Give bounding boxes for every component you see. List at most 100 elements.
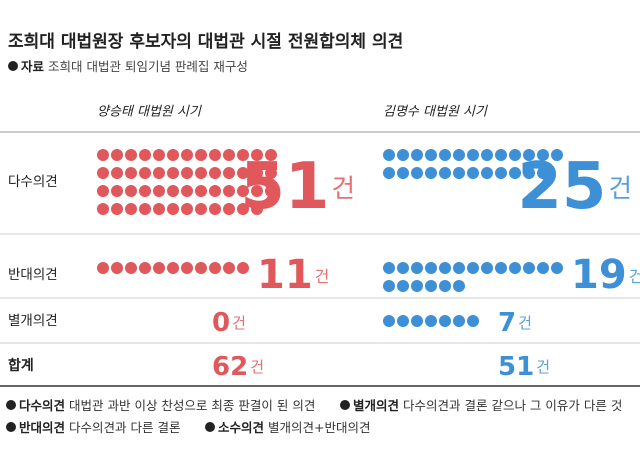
dot bbox=[481, 167, 493, 179]
value-text: 11 건 bbox=[257, 252, 329, 298]
dot bbox=[397, 315, 409, 327]
note: 다수의견 대법관 과반 이상 찬성으로 최종 판결이 된 의견 bbox=[19, 398, 315, 413]
dot bbox=[223, 262, 235, 274]
dot bbox=[97, 185, 109, 197]
dot bbox=[251, 203, 263, 215]
dot bbox=[383, 280, 395, 292]
note-term: 다수의견 bbox=[19, 398, 65, 413]
dot bbox=[397, 149, 409, 161]
dot bbox=[125, 185, 137, 197]
bullet bbox=[205, 422, 215, 432]
dot bbox=[223, 185, 235, 197]
dot bbox=[439, 315, 451, 327]
dot bbox=[97, 149, 109, 161]
value-label: 51 bbox=[240, 150, 329, 224]
dot bbox=[251, 149, 263, 161]
dot bbox=[139, 149, 151, 161]
dot bbox=[397, 167, 409, 179]
unit: 건 bbox=[629, 267, 640, 286]
dot bbox=[453, 315, 465, 327]
note-text: 대법관 과반 이상 찬성으로 최종 판결이 된 의견 bbox=[69, 398, 315, 413]
dot bbox=[495, 149, 507, 161]
dot bbox=[195, 262, 207, 274]
dot bbox=[195, 185, 207, 197]
value-label: 62 bbox=[212, 352, 248, 382]
dot bbox=[209, 149, 221, 161]
dot bbox=[453, 280, 465, 292]
dot bbox=[537, 149, 549, 161]
dot bbox=[481, 262, 493, 274]
source-text: 조희대 대법관 퇴임기념 판례집 재구성 bbox=[48, 59, 248, 74]
dot bbox=[153, 262, 165, 274]
value-label: 11 bbox=[257, 252, 313, 298]
dot bbox=[383, 262, 395, 274]
dot bbox=[397, 262, 409, 274]
dot bbox=[411, 315, 423, 327]
dot bbox=[223, 203, 235, 215]
note-term: 소수의견 bbox=[218, 420, 264, 435]
note-text: 다수의견과 다른 결론 bbox=[69, 420, 180, 435]
dot bbox=[411, 262, 423, 274]
dot bbox=[111, 203, 123, 215]
dot bbox=[181, 262, 193, 274]
dot bbox=[537, 262, 549, 274]
unit: 건 bbox=[315, 267, 330, 286]
dot bbox=[439, 262, 451, 274]
dot bbox=[265, 185, 277, 197]
dot bbox=[481, 149, 493, 161]
dot bbox=[467, 262, 479, 274]
value-label: 0 bbox=[212, 308, 230, 338]
dot bbox=[439, 280, 451, 292]
note: 소수의견 별개의견+반대의견 bbox=[218, 420, 371, 435]
source: 자료 조희대 대법관 퇴임기념 판례집 재구성 bbox=[21, 59, 248, 74]
dot bbox=[509, 167, 521, 179]
dot bbox=[153, 185, 165, 197]
unit: 건 bbox=[331, 174, 355, 204]
dot bbox=[509, 262, 521, 274]
dot bbox=[411, 280, 423, 292]
dot bbox=[139, 203, 151, 215]
dot bbox=[551, 149, 563, 161]
dot bbox=[237, 262, 249, 274]
bullet bbox=[340, 400, 350, 410]
dot bbox=[265, 149, 277, 161]
dot bbox=[167, 203, 179, 215]
dot bbox=[125, 203, 137, 215]
dot bbox=[467, 149, 479, 161]
dot bbox=[383, 315, 395, 327]
dot bbox=[237, 149, 249, 161]
dot bbox=[97, 167, 109, 179]
dot bbox=[425, 167, 437, 179]
total-label: 합계 bbox=[8, 357, 34, 374]
dot bbox=[195, 149, 207, 161]
dot bbox=[495, 262, 507, 274]
value-label: 25 bbox=[517, 150, 606, 224]
dot bbox=[209, 203, 221, 215]
unit: 건 bbox=[232, 314, 246, 332]
dot bbox=[523, 149, 535, 161]
value-text: 19 건 bbox=[571, 252, 640, 298]
note-text: 별개의견+반대의견 bbox=[268, 420, 370, 435]
dot bbox=[125, 262, 137, 274]
dot bbox=[111, 149, 123, 161]
dot bbox=[383, 167, 395, 179]
note-term: 별개의견 bbox=[353, 398, 399, 413]
bullet bbox=[6, 400, 16, 410]
dot bbox=[139, 167, 151, 179]
dot bbox=[167, 262, 179, 274]
value-label: 19 bbox=[571, 252, 627, 298]
dot bbox=[97, 203, 109, 215]
dot bbox=[209, 167, 221, 179]
dot bbox=[425, 149, 437, 161]
row-label: 다수의견 bbox=[8, 174, 58, 190]
unit: 건 bbox=[536, 358, 550, 376]
dot bbox=[125, 167, 137, 179]
dot bbox=[509, 149, 521, 161]
dot bbox=[111, 167, 123, 179]
total-text: 62 건 bbox=[212, 352, 264, 382]
dot bbox=[425, 280, 437, 292]
dot bbox=[453, 167, 465, 179]
dot bbox=[139, 262, 151, 274]
